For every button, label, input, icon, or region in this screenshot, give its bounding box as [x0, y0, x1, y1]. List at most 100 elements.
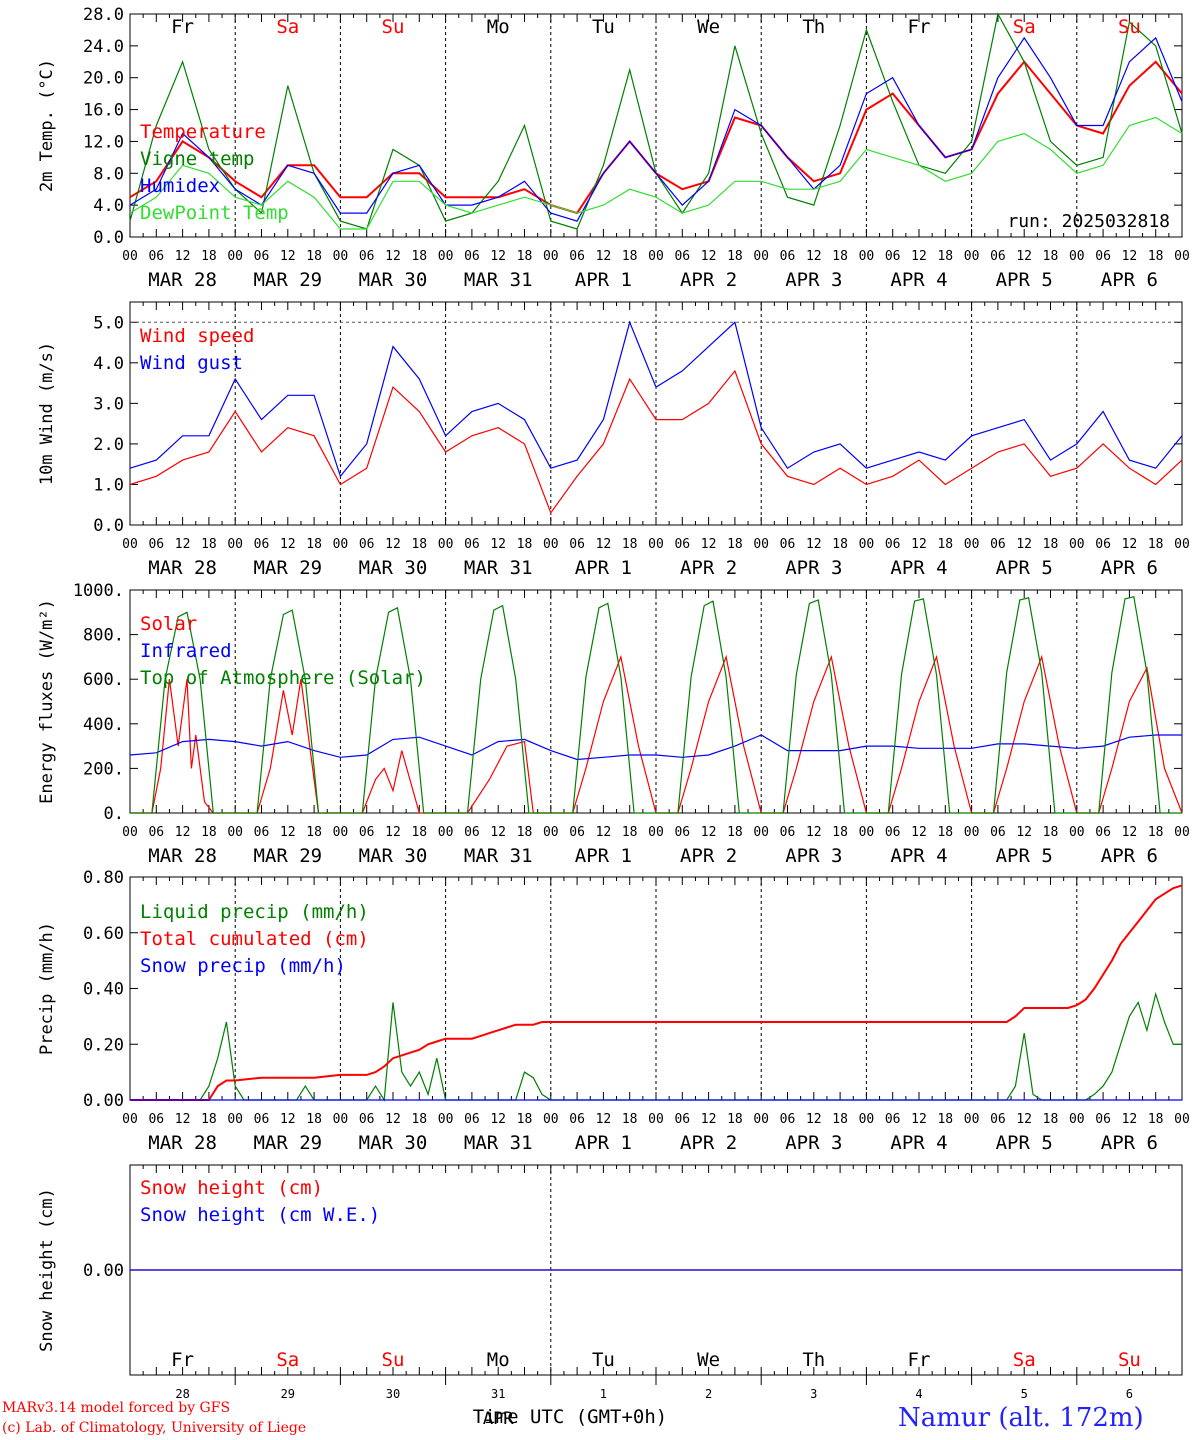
hour-label: 06 — [359, 1112, 375, 1127]
hour-label: 18 — [832, 1112, 848, 1127]
hour-label: 00 — [543, 1112, 559, 1127]
y-tick-label: 0.20 — [83, 1035, 124, 1055]
date-label: APR 1 — [575, 269, 632, 291]
hour-label: 12 — [806, 1112, 822, 1127]
hour-label: 06 — [780, 825, 796, 840]
hour-label: 00 — [964, 825, 980, 840]
hour-label: 12 — [175, 537, 191, 552]
x-axis-title: Time UTC (GMT+0h) — [473, 1406, 667, 1428]
series-line — [130, 595, 1182, 814]
day-number: 4 — [915, 1387, 922, 1401]
panel-5: 0.00 Snow height (cm) Snow height (cm) Snow… — [37, 1164, 1183, 1376]
hour-label: 00 — [648, 537, 664, 552]
y-tick-label: 16.0 — [83, 101, 124, 121]
hour-label: 06 — [464, 537, 480, 552]
series-line — [129, 116, 1183, 230]
weekday-label: Mo — [487, 16, 510, 38]
hour-label: 06 — [254, 249, 270, 264]
hour-label: 12 — [280, 249, 296, 264]
hour-label: 06 — [148, 537, 164, 552]
weekday-label: Sa — [1013, 1349, 1036, 1371]
hour-label: 00 — [964, 249, 980, 264]
hour-label: 00 — [1069, 537, 1085, 552]
hour-label: 12 — [385, 825, 401, 840]
hour-label: 12 — [1122, 1112, 1138, 1127]
date-label: APR 4 — [890, 1132, 947, 1154]
hour-label: 18 — [937, 249, 953, 264]
hour-label: 18 — [517, 249, 533, 264]
date-label: MAR 29 — [253, 557, 322, 579]
hour-label: 06 — [254, 1112, 270, 1127]
hour-label: 00 — [964, 537, 980, 552]
y-tick-label: 1000. — [73, 581, 124, 601]
hour-label: 12 — [1016, 825, 1032, 840]
weekday-label: Tu — [592, 1349, 615, 1371]
weekday-label: Mo — [487, 1349, 510, 1371]
hour-label: 06 — [885, 537, 901, 552]
hour-label: 18 — [201, 825, 217, 840]
hour-label: 12 — [490, 537, 506, 552]
date-label: APR 3 — [785, 845, 842, 867]
y-tick-label: 4.0 — [93, 354, 124, 374]
series-line — [129, 734, 1182, 761]
hour-label: 00 — [1069, 825, 1085, 840]
hour-label: 18 — [1148, 249, 1164, 264]
y-tick-label: 0. — [104, 804, 124, 824]
hour-label: 12 — [385, 537, 401, 552]
hour-label: 12 — [1016, 249, 1032, 264]
hour-label: 00 — [333, 1112, 349, 1127]
hour-label: 12 — [1016, 1112, 1032, 1127]
legend-entry: DewPoint Temp — [140, 202, 289, 224]
weekday-label: Su — [382, 16, 405, 38]
y-tick-label: 0.0 — [93, 516, 124, 536]
weekday-label: Sa — [276, 16, 299, 38]
hour-label: 18 — [937, 1112, 953, 1127]
hour-label: 06 — [148, 825, 164, 840]
legend-entry: Wind speed — [140, 325, 254, 347]
hour-label: 06 — [1095, 537, 1111, 552]
hour-label: 18 — [1043, 249, 1059, 264]
hour-label: 12 — [175, 249, 191, 264]
date-label: MAR 31 — [464, 269, 533, 291]
date-label: APR 4 — [890, 845, 947, 867]
hour-label: 06 — [885, 249, 901, 264]
hour-label: 12 — [911, 537, 927, 552]
day-number: 31 — [491, 1387, 505, 1401]
hour-label: 06 — [148, 1112, 164, 1127]
weekday-label: Su — [1118, 1349, 1141, 1371]
date-label: APR 5 — [996, 1132, 1053, 1154]
hour-label: 18 — [517, 1112, 533, 1127]
hour-label: 00 — [859, 537, 875, 552]
hour-label: 18 — [306, 825, 322, 840]
series-line — [129, 36, 1183, 222]
hour-label: 12 — [911, 1112, 927, 1127]
weekday-label: Sa — [1013, 16, 1036, 38]
hour-label: 12 — [701, 825, 717, 840]
date-label: MAR 28 — [148, 845, 217, 867]
weekday-label: Su — [1118, 16, 1141, 38]
hour-label: 12 — [806, 825, 822, 840]
hour-label: 06 — [990, 537, 1006, 552]
hour-label: 06 — [254, 825, 270, 840]
y-tick-label: 24.0 — [83, 37, 124, 57]
hour-label: 12 — [385, 249, 401, 264]
legend-entry: Top of Atmosphere (Solar) — [140, 667, 426, 689]
hour-label: 12 — [490, 249, 506, 264]
hour-label: 00 — [859, 249, 875, 264]
day-number: 1 — [600, 1387, 607, 1401]
panel-4: 0.00 0.20 0.40 0.60 0.80 Precip (mm/h) Liquid … — [37, 868, 1190, 1154]
hour-label: 18 — [622, 1112, 638, 1127]
legend-entry: Vigne temp — [140, 148, 254, 170]
hour-label: 00 — [122, 825, 138, 840]
hour-label: 18 — [727, 249, 743, 264]
hour-label: 06 — [569, 537, 585, 552]
date-label: MAR 31 — [464, 845, 533, 867]
date-label: MAR 28 — [148, 1132, 217, 1154]
hour-label: 12 — [911, 825, 927, 840]
hour-label: 00 — [438, 537, 454, 552]
y-axis-title: Energy fluxes (W/m²) — [37, 599, 57, 804]
y-tick-label: 400. — [83, 715, 124, 735]
hour-label: 00 — [1174, 1112, 1190, 1127]
date-label: MAR 28 — [148, 557, 217, 579]
date-label: MAR 30 — [359, 269, 428, 291]
